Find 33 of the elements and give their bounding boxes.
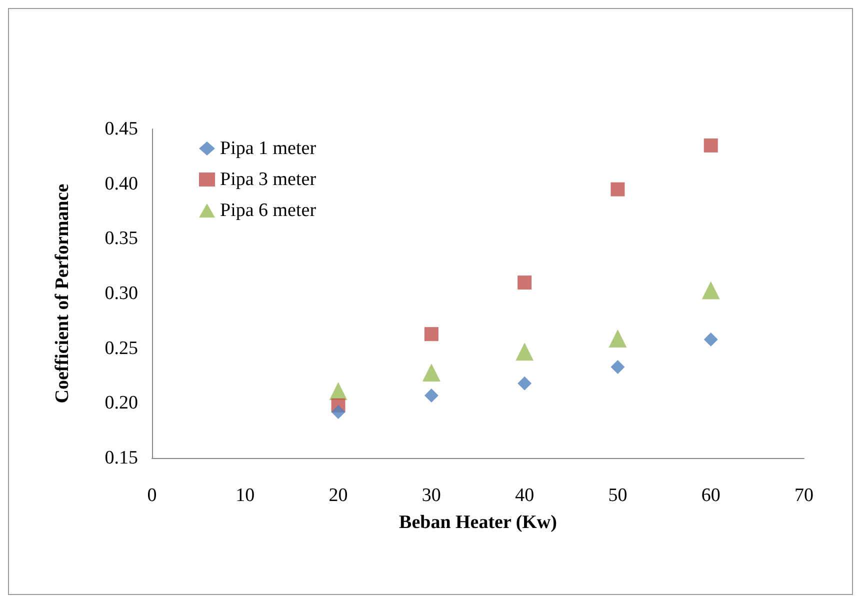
- point: [610, 360, 625, 374]
- y-tick-label: 0.20: [104, 392, 138, 414]
- y-axis-title: Coefficient of Performance: [52, 184, 73, 404]
- point: [702, 281, 720, 300]
- x-tick-label: 40: [515, 485, 534, 506]
- x-tick-label: 60: [701, 485, 720, 506]
- x-tick-label: 30: [422, 485, 441, 506]
- point: [704, 138, 718, 152]
- y-tick-label: 0.40: [104, 173, 138, 194]
- x-axis-title: Beban Heater (Kw): [399, 512, 557, 533]
- point: [422, 363, 440, 382]
- x-tick-label: 10: [236, 485, 255, 506]
- y-tick-label: 0.30: [104, 283, 138, 304]
- point: [704, 332, 718, 347]
- y-tick-label: 0.35: [104, 228, 138, 250]
- point: [424, 327, 438, 342]
- y-tick-label: 0.25: [104, 338, 138, 359]
- point: [518, 276, 532, 290]
- y-tick-label: 0.15: [104, 448, 138, 468]
- y-tick-label: 0.45: [104, 118, 138, 140]
- x-tick-label: 0: [147, 485, 157, 506]
- point: [518, 376, 532, 390]
- legend-label: Pipa 1 meter: [220, 138, 317, 159]
- legend-label: Pipa 3 meter: [220, 169, 317, 190]
- point: [331, 404, 346, 419]
- x-tick-label: 20: [328, 485, 348, 506]
- x-tick-label: 70: [794, 485, 814, 506]
- x-tick-label: 50: [608, 485, 628, 506]
- point: [610, 182, 625, 196]
- point: [608, 329, 627, 348]
- point: [516, 342, 534, 361]
- legend-label: Pipa 6 meter: [220, 200, 317, 221]
- point: [424, 388, 438, 402]
